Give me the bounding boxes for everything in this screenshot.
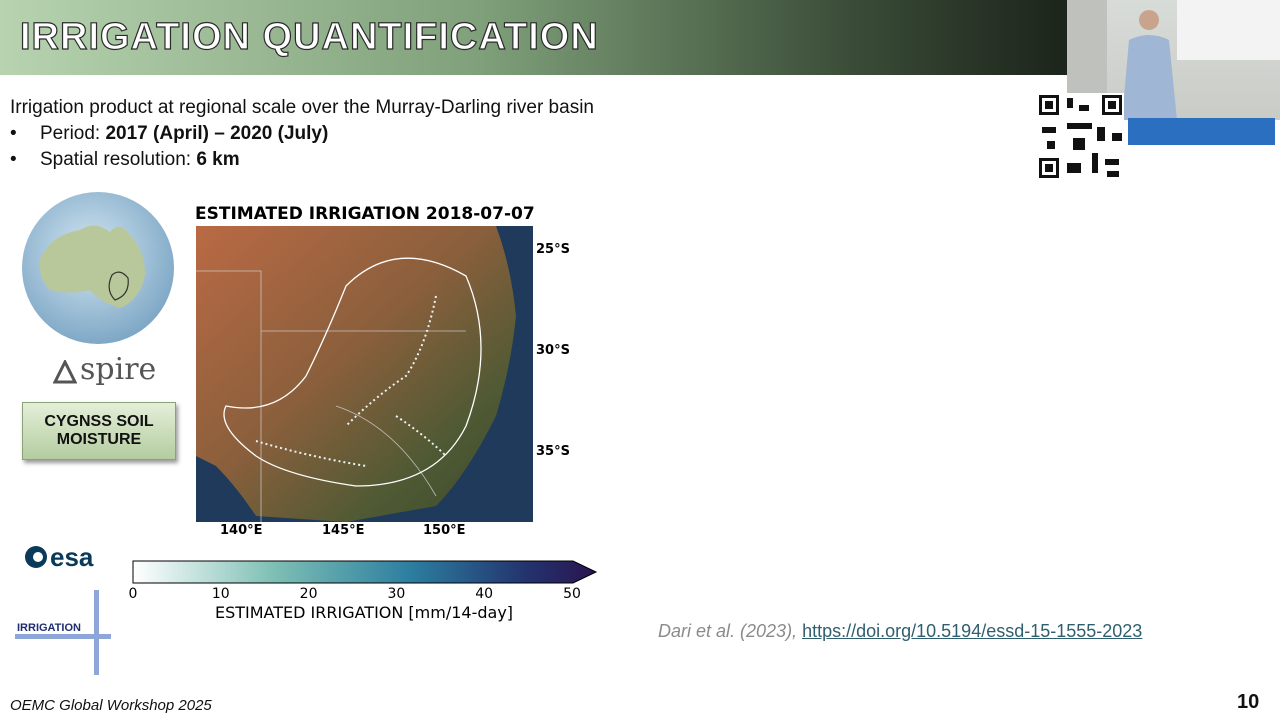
citation-link[interactable]: https://doi.org/10.5194/essd-15-1555-202…: [802, 621, 1143, 641]
slide-title: IRRIGATION QUANTIFICATION: [19, 15, 599, 58]
map-land: [196, 226, 516, 522]
lat-label: 30°S: [536, 343, 570, 358]
colorbar-tick-label: 30: [387, 586, 406, 602]
screen: [1177, 0, 1280, 60]
colorbar-ramp: [132, 560, 598, 584]
cygnss-label: CYGNSS SOIL MOISTURE: [22, 402, 176, 460]
colorbar: [132, 560, 598, 584]
lat-label: 25°S: [536, 242, 570, 257]
torso: [1122, 35, 1177, 120]
lon-label: 140°E: [220, 523, 263, 538]
page-number: 10: [1237, 691, 1260, 713]
colorbar-tick-label: 20: [299, 586, 318, 602]
citation-authors: Dari et al. (2023),: [658, 621, 798, 641]
lon-label: 150°E: [423, 523, 466, 538]
colorbar-tick-label: 50: [563, 586, 581, 602]
lon-label: 145°E: [322, 523, 365, 538]
irrigation-logo: IRRIGATION: [17, 622, 81, 634]
partner-logo: [1128, 118, 1275, 145]
bullet: • Spatial resolution: 6 km: [10, 149, 240, 171]
esa-icon: [25, 546, 47, 568]
spire-logo: spire: [80, 352, 157, 387]
globe-land: [39, 225, 145, 308]
globe-basin: [108, 271, 129, 301]
globe: [22, 192, 174, 344]
lat-label: 35°S: [536, 444, 570, 459]
spire-icon: [53, 360, 77, 384]
intro-text: Irrigation product at regional scale ove…: [10, 97, 594, 118]
bullet-dot: •: [10, 149, 17, 170]
qr-code: [1037, 93, 1124, 180]
map-title: ESTIMATED IRRIGATION 2018-07-07: [195, 204, 535, 224]
colorbar-tick-label: 40: [475, 586, 494, 602]
speaker-video: [1067, 0, 1280, 120]
bullet-label: Period:: [40, 123, 106, 144]
map-borders: [196, 270, 466, 522]
esa-logo: esa: [50, 542, 94, 572]
colorbar-label: ESTIMATED IRRIGATION [mm/14-day]: [214, 603, 514, 622]
colorbar-tick-label: 0: [128, 586, 138, 602]
header-bar: [0, 0, 1067, 75]
irrigation-map: [196, 226, 533, 522]
bullet-value: 6 km: [196, 149, 240, 170]
irrigated-areas: [255, 295, 447, 467]
bullet-dot: •: [10, 123, 17, 144]
colorbar-tick-label: 10: [211, 586, 230, 602]
head: [1139, 10, 1159, 30]
bullet-value: 2017 (April) – 2020 (July): [105, 123, 329, 144]
footer-event: OEMC Global Workshop 2025: [10, 697, 212, 714]
bullet-label: Spatial resolution:: [40, 149, 197, 170]
irrigation-logo-cross: [15, 590, 111, 675]
bullet: • Period: 2017 (April) – 2020 (July): [10, 123, 328, 145]
basin-outline: [223, 257, 482, 487]
citation: Dari et al. (2023), https://doi.org/10.5…: [658, 621, 1142, 642]
